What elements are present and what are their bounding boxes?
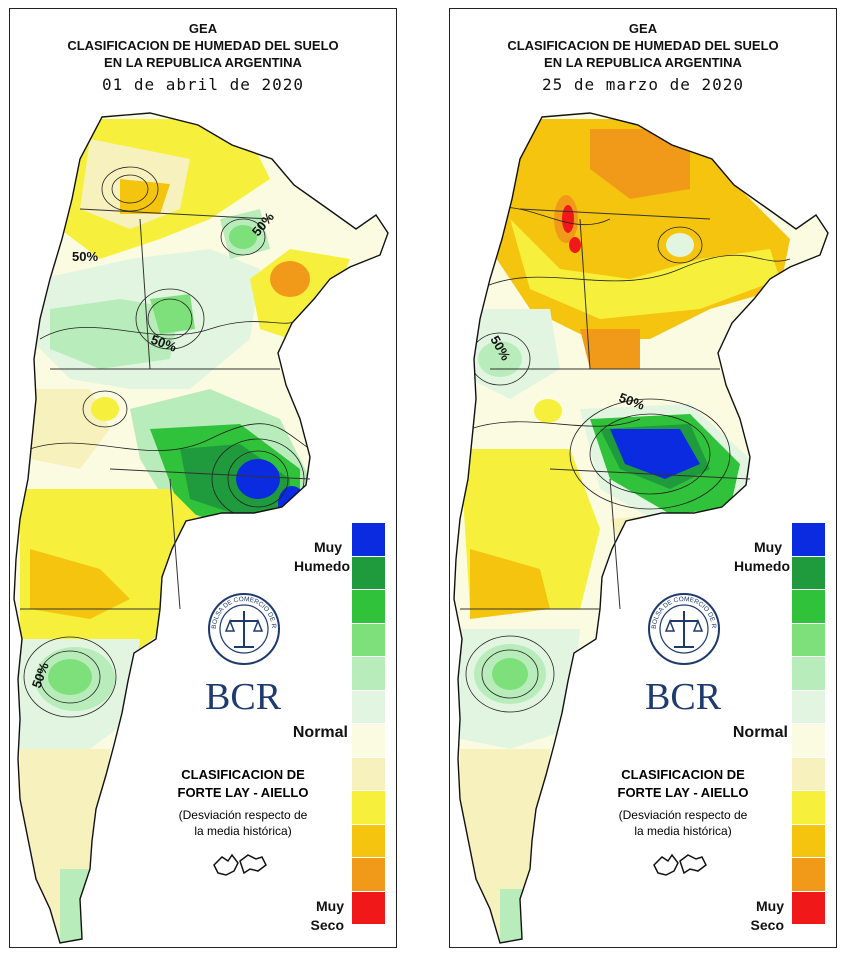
legend-top-label-2: Humedo xyxy=(734,558,790,574)
legend-swatch xyxy=(352,791,385,825)
legend-swatch xyxy=(792,791,825,825)
classification-line1: CLASIFICACION DE xyxy=(621,767,745,782)
legend-mid-label: Normal xyxy=(732,724,788,741)
legend-swatch xyxy=(352,891,385,925)
description-line2: la media histórica) xyxy=(634,824,732,838)
classification-line2: FORTE LAY - AIELLO xyxy=(177,785,309,800)
svg-text:BOLSA DE COMERCIO DE ROSARIO: BOLSA DE COMERCIO DE ROSARIO xyxy=(206,591,277,629)
legend-bottom-label-2: Seco xyxy=(750,917,784,933)
legend-swatch xyxy=(792,690,825,724)
contour-label: 50% xyxy=(72,249,98,264)
description-line2: la media histórica) xyxy=(194,824,292,838)
malvinas-islands-shape xyxy=(653,853,707,876)
argentina-soil-moisture-map: 50% 50% 50% 50% xyxy=(13,112,389,944)
legend-top-label-2: Humedo xyxy=(294,558,350,574)
legend-bottom-label-2: Seco xyxy=(310,917,344,933)
legend-mid-label: Normal xyxy=(292,724,348,741)
svg-text:BOLSA DE COMERCIO DE ROSARIO: BOLSA DE COMERCIO DE ROSARIO xyxy=(646,591,717,629)
legend-swatch xyxy=(792,858,825,892)
legend-swatch xyxy=(792,623,825,657)
classification-line2: FORTE LAY - AIELLO xyxy=(617,785,749,800)
malvinas-islands-shape xyxy=(213,853,267,876)
map-title-line2: EN LA REPUBLICA ARGENTINA xyxy=(544,55,742,70)
legend-swatch xyxy=(792,757,825,791)
legend-swatch xyxy=(352,690,385,724)
org-label: GEA xyxy=(188,21,218,36)
description-line1: (Desviación respecto de xyxy=(178,808,308,822)
legend-swatch xyxy=(352,590,385,624)
legend-bottom-label: Muy xyxy=(316,898,344,914)
bcr-seal-logo: BOLSA DE COMERCIO DE ROSARIO xyxy=(206,591,280,665)
map-panel-left: GEA CLASIFICACION DE HUMEDAD DEL SUELO E… xyxy=(9,8,397,948)
legend-swatch xyxy=(792,556,825,590)
legend-swatch xyxy=(792,724,825,758)
seal-text: BOLSA DE COMERCIO DE ROSARIO xyxy=(646,591,717,629)
legend-swatch xyxy=(352,724,385,758)
map-date: 01 de abril de 2020 xyxy=(101,75,305,94)
argentina-soil-moisture-map: 50% 50% xyxy=(453,112,829,944)
classification-line1: CLASIFICACION DE xyxy=(181,767,305,782)
bcr-logo-text: BCR xyxy=(645,676,722,718)
bcr-logo-text: BCR xyxy=(205,676,282,718)
description-line1: (Desviación respecto de xyxy=(618,808,748,822)
legend-swatch xyxy=(792,657,825,691)
legend-swatch xyxy=(352,757,385,791)
legend-swatch xyxy=(792,891,825,925)
legend-color-bar xyxy=(792,523,825,925)
legend-top-label: Muy xyxy=(754,539,782,555)
map-date: 25 de marzo de 2020 xyxy=(541,75,745,94)
legend-bottom-label: Muy xyxy=(756,898,784,914)
seal-text: BOLSA DE COMERCIO DE ROSARIO xyxy=(206,591,277,629)
legend-swatch xyxy=(352,623,385,657)
legend-swatch xyxy=(352,824,385,858)
legend-swatch xyxy=(352,523,385,557)
legend-top-label: Muy xyxy=(314,539,342,555)
legend-swatch xyxy=(352,858,385,892)
legend-color-bar xyxy=(352,523,385,925)
legend-swatch xyxy=(792,523,825,557)
bcr-seal-logo: BOLSA DE COMERCIO DE ROSARIO xyxy=(646,591,720,665)
legend-swatch xyxy=(352,556,385,590)
map-panel-right: GEA CLASIFICACION DE HUMEDAD DEL SUELO E… xyxy=(449,8,837,948)
map-title-line1: CLASIFICACION DE HUMEDAD DEL SUELO xyxy=(507,38,779,53)
legend-swatch xyxy=(792,590,825,624)
legend-swatch xyxy=(352,657,385,691)
org-label: GEA xyxy=(628,21,658,36)
map-title-line1: CLASIFICACION DE HUMEDAD DEL SUELO xyxy=(67,38,339,53)
map-title-line2: EN LA REPUBLICA ARGENTINA xyxy=(104,55,302,70)
legend-swatch xyxy=(792,824,825,858)
